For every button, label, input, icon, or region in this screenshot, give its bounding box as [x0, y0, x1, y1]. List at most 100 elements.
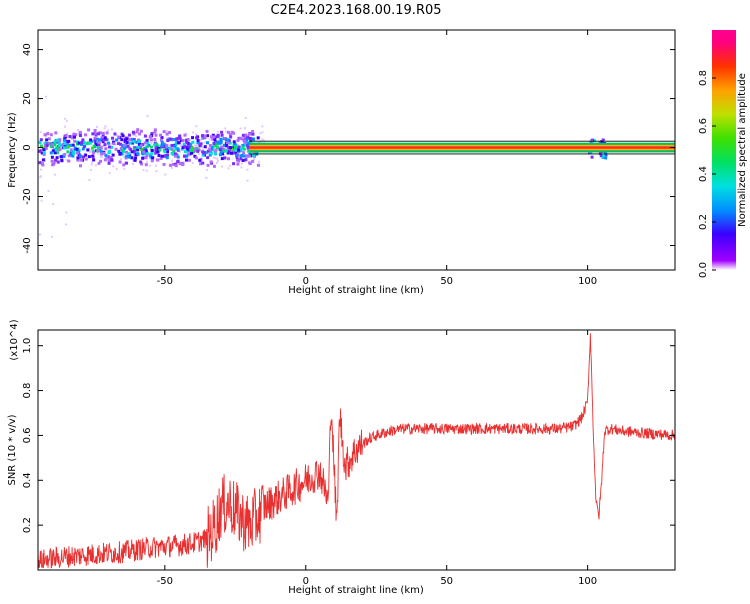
snr-y-tick-label: 0.8	[22, 383, 33, 399]
spectrogram-cell	[132, 132, 136, 136]
spectrogram-cell	[238, 136, 242, 140]
spectrogram-cell	[150, 132, 154, 136]
spectrogram-cell	[249, 137, 253, 141]
spectrogram-cell	[232, 131, 236, 135]
spectrogram-cell	[160, 144, 164, 148]
spectrogram-cell	[261, 138, 264, 141]
spectrogram-cell	[172, 138, 176, 142]
spectrogram-cell	[135, 130, 139, 134]
spectrogram-cell	[242, 147, 246, 151]
spectrogram-cell	[244, 133, 248, 137]
spectrogram-cell	[99, 149, 103, 153]
spectrogram-cell	[144, 156, 148, 160]
spectrogram-cell	[149, 145, 153, 149]
spectrogram-cell	[88, 141, 92, 145]
spectrogram-cell	[592, 139, 596, 143]
spectrogram-cell	[98, 138, 102, 142]
spectrogram-cell	[589, 151, 593, 155]
spectrogram-cell	[193, 144, 196, 147]
spectrogram-cell	[87, 128, 91, 132]
spectrogram-cell	[146, 141, 150, 145]
spectrogram-cell	[203, 135, 207, 139]
spectrogram-cell	[223, 143, 227, 147]
spectrogram-cell	[97, 141, 101, 145]
spectrogram-cell	[174, 154, 178, 158]
spectrogram-cell	[129, 148, 133, 152]
spectrogram-cell	[253, 158, 256, 161]
spectrogram-cell	[139, 144, 143, 148]
spectrogram-cell	[195, 125, 198, 128]
spectrogram-cell	[100, 155, 103, 158]
spectrogram-cell	[66, 132, 69, 135]
spectrogram-cell	[123, 161, 126, 164]
snr-x-label: Height of straight line (km)	[288, 585, 424, 596]
spectrogram-cell	[170, 144, 174, 148]
spectrogram-cell	[232, 151, 236, 155]
spectrogram-cell	[72, 132, 76, 136]
spectrogram-cell	[197, 144, 200, 147]
spectrogram-cell	[69, 148, 73, 152]
spectrogram-cell	[78, 132, 82, 136]
spectrogram-cell	[190, 151, 194, 155]
spectrogram-cell	[233, 149, 237, 153]
spectrogram-cell	[93, 139, 97, 143]
spectrogram-y-tick-label: -20	[22, 188, 33, 204]
spectrogram-cell	[119, 147, 123, 151]
spectrogram-cell	[246, 143, 250, 147]
colorbar-tick-label: 0.4	[698, 166, 709, 182]
spectrogram-cell	[78, 164, 82, 168]
spectrogram-cell	[159, 133, 163, 137]
spectrogram-cell	[226, 130, 230, 134]
spectrogram-cell	[99, 155, 102, 158]
snr-plot: -50 0 50 100 0.2 0.4 0.6 0.8 1.0 Height of strai…	[7, 319, 676, 596]
spectrogram-cell	[173, 144, 177, 148]
spectrogram-cell	[206, 149, 210, 153]
spectrogram-cell	[96, 140, 100, 144]
spectrogram-cell	[221, 165, 224, 168]
colorbar-tick-label: 0.2	[698, 214, 709, 230]
spectrogram-cell	[108, 172, 111, 175]
spectrogram-cell	[128, 138, 132, 142]
spectrogram-cell	[92, 158, 96, 162]
spectrogram-cell	[63, 152, 67, 156]
spectrogram-cell	[139, 160, 143, 164]
spectrogram-cell	[226, 138, 230, 142]
spectrogram-cell	[215, 135, 219, 139]
spectrogram-cell	[136, 148, 140, 152]
spectrogram-cell	[162, 130, 166, 134]
spectrogram-cell	[174, 164, 178, 168]
spectrogram-cell	[100, 144, 103, 147]
spectrogram-cell	[241, 145, 245, 149]
spectrogram-cell	[180, 147, 184, 151]
spectrogram-cell	[224, 127, 227, 130]
spectrogram-cell	[51, 149, 55, 153]
spectrogram-cell	[251, 130, 255, 134]
spectrogram-cell	[40, 168, 43, 171]
spectrogram-x-tick-label: 100	[578, 276, 597, 287]
spectrogram-cell	[132, 137, 136, 141]
spectrogram-cell	[133, 158, 137, 162]
spectrogram-cell	[45, 95, 48, 98]
spectrogram-cell	[170, 147, 174, 151]
spectrogram-cell	[76, 156, 80, 160]
spectrogram-cell	[65, 119, 68, 122]
spectrogram-cell	[213, 137, 217, 141]
spectrogram-cell	[115, 168, 118, 171]
spectrogram-cell	[169, 137, 173, 141]
spectrogram-cell	[134, 153, 138, 157]
spectrogram-cell	[240, 154, 244, 158]
spectrogram-cell	[208, 144, 212, 148]
spectrogram-cell	[178, 137, 182, 141]
spectrogram-cell	[601, 138, 605, 142]
spectrogram-cell	[72, 151, 76, 155]
spectrogram-cell	[229, 135, 233, 139]
spectrogram-cell	[68, 135, 72, 139]
spectrogram-cell	[86, 141, 90, 145]
spectrogram-cell	[214, 143, 217, 146]
spectrogram-cell	[256, 163, 260, 167]
spectrogram-cell	[107, 151, 111, 155]
spectrogram-cell	[148, 164, 151, 167]
spectrogram-cell	[181, 139, 185, 143]
spectrogram-cell	[132, 149, 136, 153]
spectrogram-cell	[196, 140, 200, 144]
